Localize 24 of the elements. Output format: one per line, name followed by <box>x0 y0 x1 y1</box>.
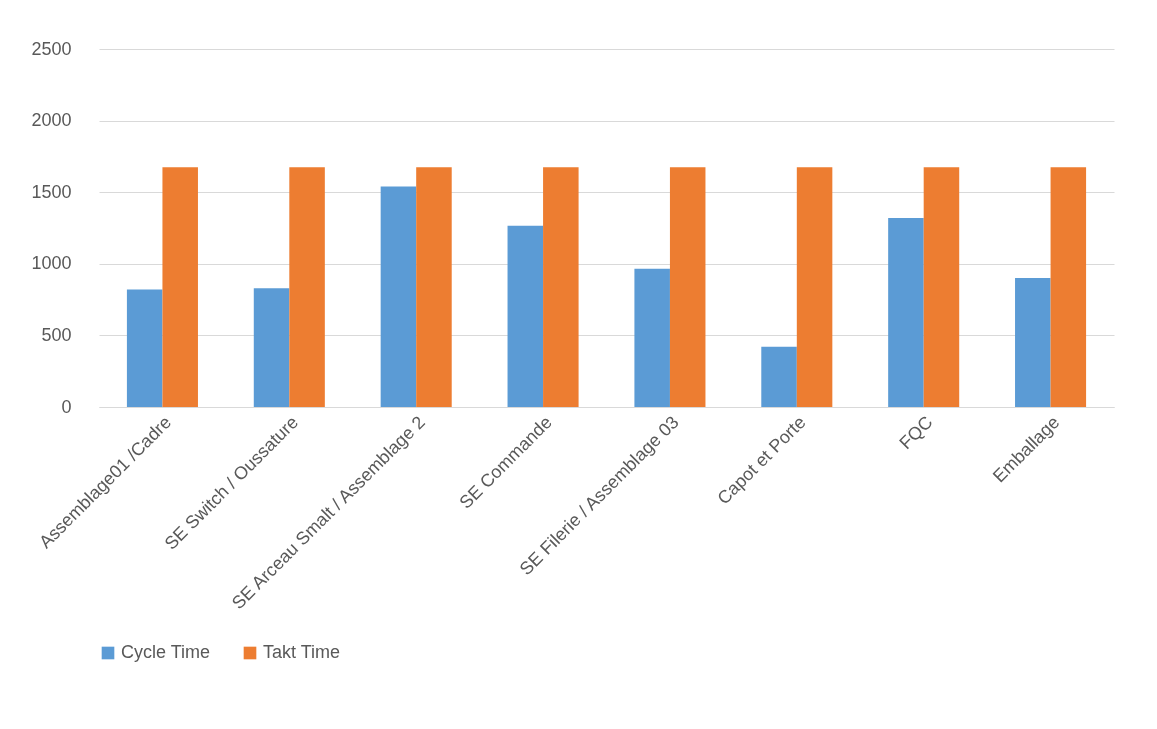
y-tick-label: 0 <box>61 396 72 417</box>
bar <box>289 167 325 407</box>
y-tick-label: 2500 <box>31 38 72 59</box>
bar <box>253 288 290 407</box>
y-tick-label: 500 <box>41 324 72 345</box>
bar <box>543 167 579 407</box>
bar <box>126 289 163 407</box>
bar <box>888 217 924 407</box>
y-tick-label: 2000 <box>31 110 72 131</box>
legend-label: Takt Time <box>263 642 341 662</box>
y-tick-label: 1500 <box>31 181 72 202</box>
legend-label: Cycle Time <box>121 642 211 662</box>
bar <box>923 167 960 407</box>
bar <box>1015 278 1051 407</box>
bar <box>761 346 797 407</box>
bar <box>634 268 670 407</box>
bar <box>162 167 198 407</box>
bar <box>669 167 706 407</box>
bar <box>796 167 833 407</box>
bar <box>1050 167 1087 407</box>
bar <box>507 225 544 407</box>
bar <box>416 167 452 407</box>
bar <box>380 186 417 407</box>
y-tick-label: 1000 <box>31 253 72 274</box>
